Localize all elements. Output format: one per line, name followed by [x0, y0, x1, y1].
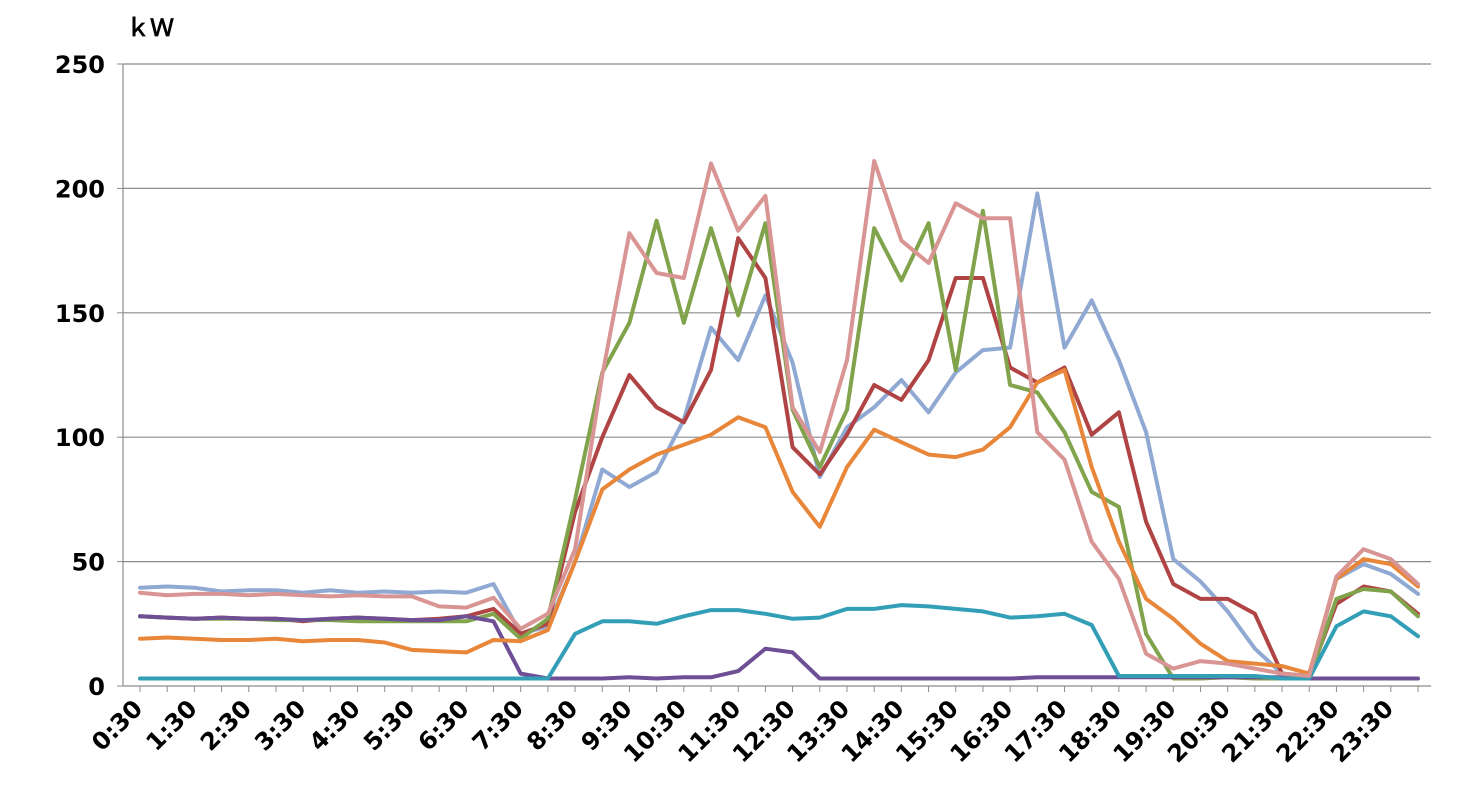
x-tick-label: 1:30 [141, 694, 203, 756]
x-tick-label: 3:30 [249, 694, 311, 756]
y-axis-unit: ｋＷ [126, 14, 174, 42]
x-tick-label: 4:30 [304, 694, 366, 756]
series-line [138, 191, 1420, 678]
series-line [138, 368, 1420, 676]
x-tick-label: 0:30 [86, 694, 148, 756]
series-line [138, 614, 1420, 681]
x-tick-label: 6:30 [413, 694, 475, 756]
x-tick-label: 5:30 [358, 694, 420, 756]
series-line [138, 159, 1420, 678]
x-tick-label: 7:30 [467, 694, 529, 756]
x-tick-label: 8:30 [521, 694, 583, 756]
x-tick-label: 2:30 [195, 694, 257, 756]
y-tick-label: 100 [55, 424, 105, 452]
x-tick-label: 23:30 [1325, 694, 1399, 768]
y-tick-label: 50 [72, 549, 105, 577]
y-tick-label: 0 [88, 673, 105, 701]
y-tick-label: 150 [55, 300, 105, 328]
series-line [138, 603, 1420, 681]
y-tick-label: 200 [55, 175, 105, 203]
y-tick-label: 250 [55, 51, 105, 79]
